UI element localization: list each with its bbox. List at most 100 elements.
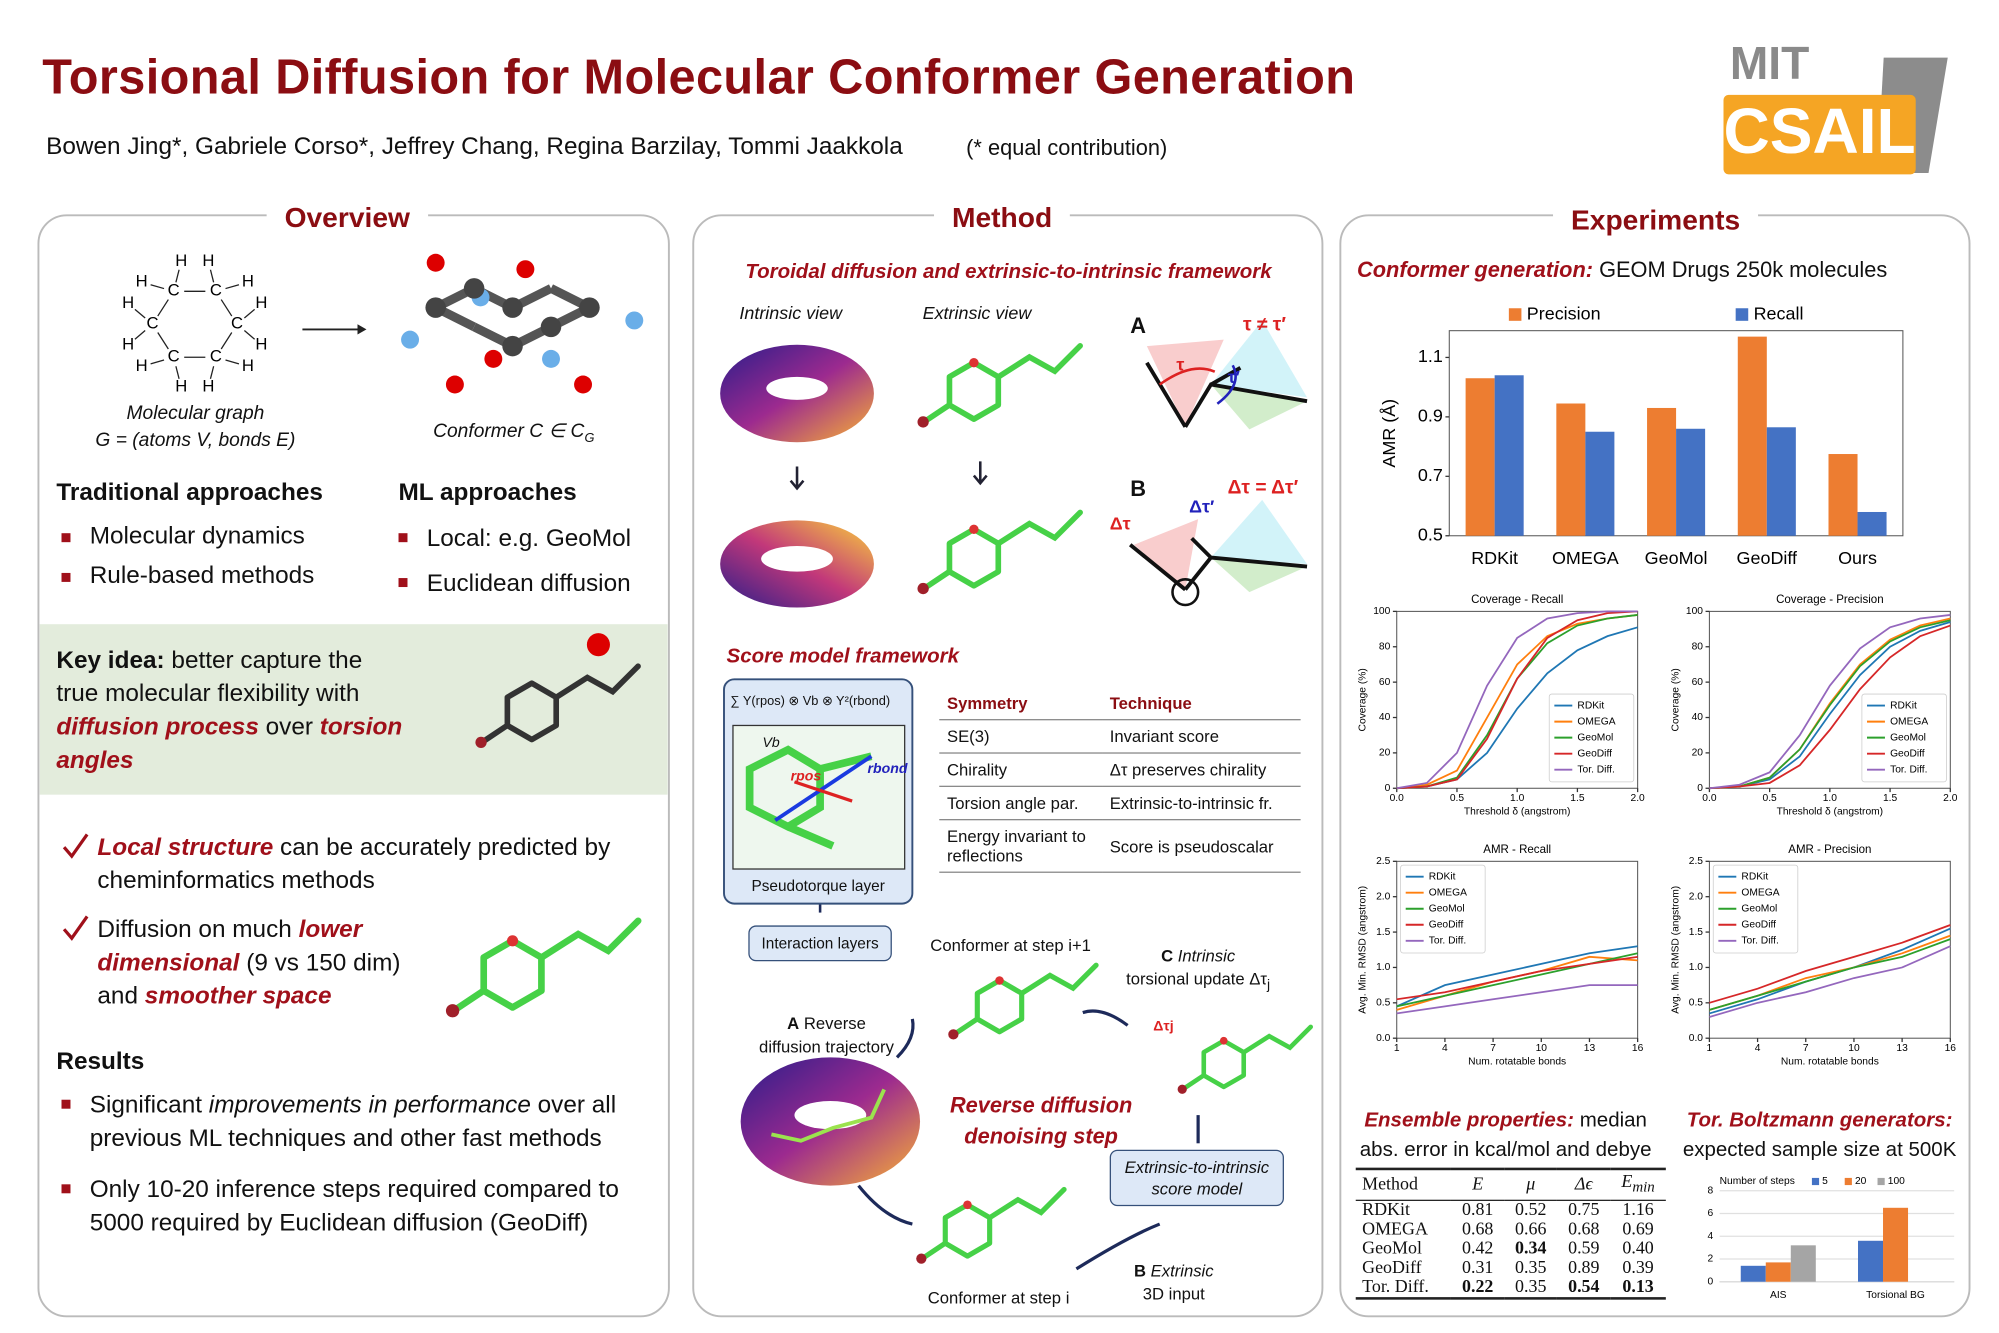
atom [1219,1036,1228,1045]
legend-label: 5 [1822,1176,1828,1187]
line-series [1396,945,1638,1008]
atom [401,330,420,349]
atom [917,582,929,595]
molecule-illustration [917,342,1083,428]
legend-label: GeoMol [1429,903,1465,914]
atom [586,633,610,657]
chain [450,917,642,1015]
x-tick-label: 2.0 [1943,793,1958,804]
text-run: better capture the true molecular flexib… [56,647,363,708]
table-row: Torsion angle par. Extrinsic-to-intrinsic… [939,786,1301,821]
inset-label: rbond [867,761,908,777]
logo-text: MIT [1730,37,1809,89]
vector [774,754,873,822]
table-header: Technique [1102,687,1301,721]
label-text: Intrinsic [1177,945,1236,966]
bar [1766,427,1796,536]
y-tick-label: 0.5 [1376,998,1391,1009]
y-tick-label: 1.5 [1376,927,1391,938]
text-run: over [258,713,320,741]
bond [209,269,215,283]
y-tick-label: 40 [1379,712,1391,723]
arrow-head [357,324,367,335]
text-run: Diffusion on much [97,916,299,944]
x-tick-label: 0.5 [1450,793,1465,804]
x-tick-label: 1.5 [1570,793,1585,804]
check-icon [62,833,89,859]
atom-label: C [168,281,180,300]
x-tick-label: 1.5 [1883,793,1898,804]
section-heading: Method [934,201,1071,235]
value-cell: 0.68 [1568,1219,1600,1240]
legend-label: RDKit [1890,700,1917,711]
panel-letter: A [1130,314,1146,339]
bond [150,359,165,365]
line-series [1709,614,1951,790]
y-tick-label: 2.5 [1689,856,1704,867]
label-text: torsional update Δτ [1126,968,1268,989]
header-sub: min [1632,1178,1655,1196]
conformer-illustration [401,253,644,394]
legend-box [1861,693,1947,783]
atom [542,349,560,368]
y-tick-label: 20 [1692,748,1704,759]
letter: A [787,1013,800,1034]
text-run: (9 vs 150 dim) and [97,949,401,1011]
y-tick-label: 60 [1379,677,1391,688]
label-text: Reverse [803,1013,866,1034]
text-run: median abs. error in kcal/mol and debye [1359,1109,1652,1162]
header-text: Δϵ [1574,1175,1593,1195]
table-header: μ [1504,1168,1558,1201]
bar [1737,336,1767,536]
table-row: SE(3) Invariant score [939,719,1301,754]
y-tick-label: 40 [1692,712,1704,723]
bullet-item: Rule-based methods [56,563,314,591]
atom [425,297,446,318]
x-tick-label: AIS [1770,1290,1787,1301]
legend-box [1548,693,1635,783]
y-axis-label: Coverage (%) [1670,668,1681,731]
denoising-label: Reverse diffusion denoising step [949,1093,1133,1149]
molecule-illustration [948,962,1099,1040]
method-cell: GeoDiff [1362,1258,1422,1278]
letter: B [1133,1261,1146,1281]
table-row: Energy invariant to reflections Score is … [939,819,1301,873]
value-cell: 0.22 [1461,1277,1494,1297]
caption-line: G = (atoms V, bonds E) [95,429,296,452]
chart-title: Coverage - Recall [1471,594,1563,606]
atom [502,335,523,357]
logo-box [1723,94,1916,175]
caption-line: Molecular graph [126,402,265,425]
text-run: over all previous ML techniques and othe… [89,1092,617,1153]
plane [1210,499,1308,564]
inset-label: rpos [790,769,822,785]
text-run: improvements in performance [208,1092,531,1119]
table-header: E [1451,1168,1505,1201]
line-series [1396,610,1638,790]
rotation [1171,578,1200,607]
legend-swatch [1508,308,1522,321]
arrow [895,1018,915,1059]
value-cell: 0.34 [1515,1239,1547,1259]
bar [1857,511,1887,536]
view-label: Intrinsic view [739,302,843,323]
value-cell: 0.13 [1622,1277,1654,1297]
table-row: Chirality Δτ preserves chirality [939,753,1301,787]
value-cell: 0.54 [1568,1277,1600,1297]
bar [1858,1240,1884,1282]
torus-hole [761,546,833,572]
atom-label: C [210,281,222,300]
section-heading: Experiments [1553,203,1759,238]
label-text: Extrinsic-to-intrinsic score model [1124,1157,1270,1199]
value-cell: 0.69 [1622,1219,1654,1240]
y-tick-label: 2.0 [1689,891,1704,902]
subsection-title: Score model framework [726,645,960,668]
x-axis-label: Num. rotatable bonds [1468,1056,1566,1067]
value-cell: 0.39 [1622,1258,1654,1278]
table-cell: Energy invariant to reflections [939,819,1103,873]
atom-label: C [231,314,243,333]
legend-label: RDKit [1577,700,1604,711]
atom [540,316,562,338]
x-tick-label: 0.0 [1702,793,1717,804]
